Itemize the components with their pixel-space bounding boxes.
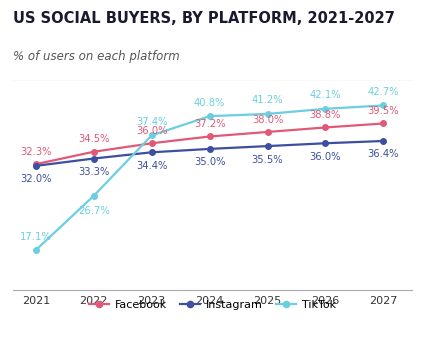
Text: 36.0%: 36.0%	[136, 126, 167, 136]
Text: 26.7%: 26.7%	[78, 206, 110, 216]
Text: 35.5%: 35.5%	[252, 154, 283, 165]
Text: 37.4%: 37.4%	[136, 117, 167, 127]
Text: 39.5%: 39.5%	[368, 106, 399, 116]
Text: 41.2%: 41.2%	[252, 95, 283, 105]
Text: 34.4%: 34.4%	[136, 161, 167, 171]
Text: 33.3%: 33.3%	[78, 167, 110, 177]
Legend: Facebook, Instagram, TikTok: Facebook, Instagram, TikTok	[85, 296, 340, 314]
Text: 35.0%: 35.0%	[194, 157, 225, 167]
Text: 32.3%: 32.3%	[20, 147, 52, 157]
Text: 42.1%: 42.1%	[309, 90, 341, 100]
Text: 17.1%: 17.1%	[20, 232, 52, 241]
Text: 36.0%: 36.0%	[310, 152, 341, 162]
Text: 36.4%: 36.4%	[368, 150, 399, 159]
Text: 32.0%: 32.0%	[20, 174, 52, 184]
Text: 38.0%: 38.0%	[252, 115, 283, 125]
Text: 34.5%: 34.5%	[78, 134, 110, 144]
Text: 38.8%: 38.8%	[310, 110, 341, 120]
Text: US SOCIAL BUYERS, BY PLATFORM, 2021-2027: US SOCIAL BUYERS, BY PLATFORM, 2021-2027	[13, 11, 395, 26]
Text: % of users on each platform: % of users on each platform	[13, 50, 179, 63]
Text: 37.2%: 37.2%	[194, 119, 225, 129]
Text: 42.7%: 42.7%	[368, 87, 399, 97]
Text: 40.8%: 40.8%	[194, 98, 225, 108]
